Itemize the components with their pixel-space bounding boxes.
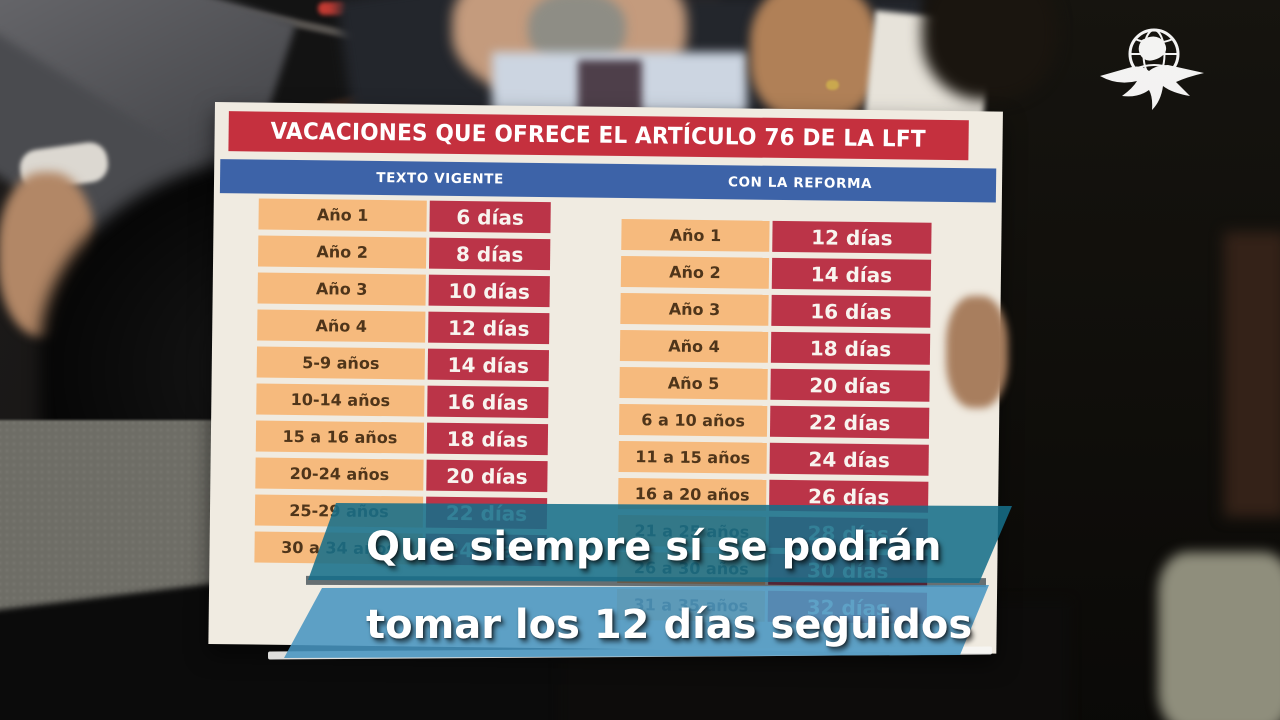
- bg-necktie: [578, 60, 642, 114]
- table-row: Año 3 10 días: [257, 272, 550, 308]
- row-label-cell: Año 4: [619, 329, 769, 363]
- row-label-cell: Año 4: [257, 309, 426, 343]
- table-row: 15 a 16 años 18 días: [255, 420, 549, 456]
- table-row: 20-24 años 20 días: [255, 457, 548, 493]
- bg-gold-ring: [826, 80, 839, 90]
- row-label-cell: Año 3: [257, 272, 426, 306]
- bg-hand-holding-top: [750, 0, 878, 122]
- poster-subtitle-banner: TEXTO VIGENTE CON LA REFORMA: [219, 159, 997, 203]
- table-row: Año 4 18 días: [619, 329, 931, 365]
- table-row: Año 3 16 días: [620, 292, 931, 328]
- row-label-cell: 15 a 16 años: [255, 420, 425, 454]
- row-label-cell: Año 1: [258, 198, 427, 232]
- table-row: Año 1 12 días: [621, 218, 932, 254]
- caption-line-1: Que siempre sí se podrán: [366, 524, 942, 570]
- row-days-cell: 12 días: [428, 311, 550, 345]
- row-days-cell: 22 días: [769, 405, 930, 439]
- row-label-cell: Año 2: [620, 255, 770, 289]
- column-header-con-la-reforma: CON LA REFORMA: [727, 174, 873, 193]
- table-row: Año 4 12 días: [257, 309, 550, 345]
- row-label-cell: 11 a 15 años: [618, 440, 767, 474]
- table-row: 6 a 10 años 22 días: [618, 403, 930, 439]
- row-days-cell: 20 días: [770, 368, 930, 402]
- table-row: 10-14 años 16 días: [256, 383, 549, 419]
- eagle-globe-logo-icon: [1100, 28, 1204, 110]
- row-days-cell: 24 días: [769, 442, 929, 476]
- row-days-cell: 16 días: [771, 294, 931, 328]
- row-label-cell: 5-9 años: [256, 346, 426, 380]
- column-header-texto-vigente: TEXTO VIGENTE: [376, 169, 504, 188]
- row-days-cell: 20 días: [426, 459, 548, 493]
- row-label-cell: Año 5: [619, 366, 768, 400]
- bg-head-right: [922, 0, 1057, 100]
- bg-wood-right: [1224, 232, 1280, 517]
- bg-hand-holding-right: [946, 296, 1008, 408]
- caption-band-top: [308, 503, 1012, 583]
- caption-line-2: tomar los 12 días seguidos: [366, 602, 973, 648]
- table-row: Año 2 14 días: [620, 255, 932, 291]
- row-days-cell: 14 días: [427, 348, 549, 382]
- poster-title: VACACIONES QUE OFRECE EL ARTÍCULO 76 DE …: [270, 118, 927, 153]
- row-days-cell: 16 días: [427, 385, 549, 419]
- table-row: 5-9 años 14 días: [256, 346, 549, 382]
- row-label-cell: 6 a 10 años: [618, 403, 768, 437]
- row-label-cell: Año 3: [620, 292, 769, 326]
- bg-khaki-sleeve: [1158, 552, 1280, 720]
- table-row: 11 a 15 años 24 días: [618, 440, 929, 476]
- row-label-cell: Año 2: [257, 235, 427, 269]
- row-days-cell: 18 días: [770, 331, 931, 365]
- row-days-cell: 14 días: [771, 257, 932, 291]
- row-label-cell: 10-14 años: [256, 383, 425, 417]
- row-label-cell: 20-24 años: [255, 457, 424, 491]
- row-days-cell: 8 días: [428, 237, 551, 271]
- poster-title-banner: VACACIONES QUE OFRECE EL ARTÍCULO 76 DE …: [228, 111, 969, 161]
- row-label-cell: Año 1: [621, 218, 770, 252]
- row-days-cell: 12 días: [772, 220, 932, 254]
- table-row: Año 5 20 días: [619, 366, 930, 402]
- caption-band-bottom: [284, 585, 989, 658]
- row-days-cell: 6 días: [429, 200, 551, 234]
- row-days-cell: 10 días: [428, 274, 550, 308]
- row-days-cell: 18 días: [426, 422, 549, 456]
